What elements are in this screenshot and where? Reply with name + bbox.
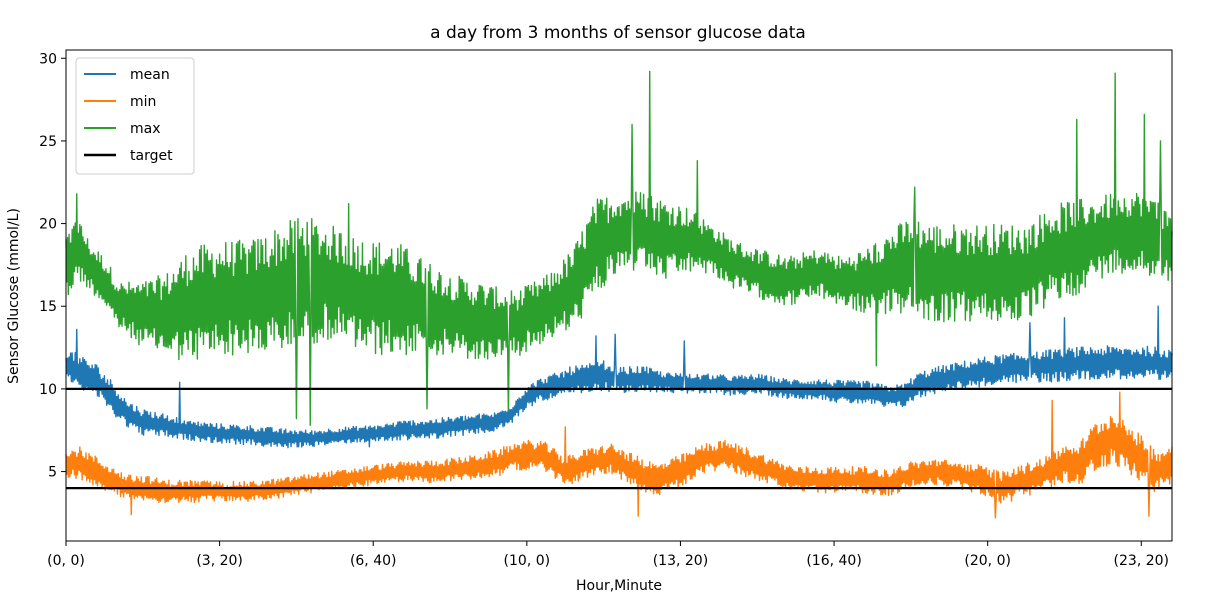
y-tick-label: 15 xyxy=(39,299,57,315)
x-tick-label: (0, 0) xyxy=(47,553,85,569)
chart-title: a day from 3 months of sensor glucose da… xyxy=(430,23,806,43)
legend-label-max: max xyxy=(130,121,161,137)
y-tick-label: 5 xyxy=(48,465,57,481)
plot-area xyxy=(65,70,1173,519)
legend-label-target: target xyxy=(130,148,173,164)
x-tick-label: (20, 0) xyxy=(964,553,1011,569)
y-axis-label: Sensor Glucose (mmol/L) xyxy=(6,208,22,384)
x-tick-label: (6, 40) xyxy=(350,553,397,569)
x-tick-label: (13, 20) xyxy=(653,553,708,569)
plot-frame xyxy=(65,49,1173,542)
legend-box xyxy=(75,57,195,175)
y-tick-label: 20 xyxy=(39,217,57,233)
y-axis: 5 10 15 20 25 30 xyxy=(39,51,66,481)
y-tick-label: 30 xyxy=(39,51,57,67)
x-tick-label: (23, 20) xyxy=(1114,553,1169,569)
x-tick-label: (16, 40) xyxy=(806,553,861,569)
x-tick-label: (3, 20) xyxy=(196,553,243,569)
x-axis-label: Hour,Minute xyxy=(576,578,662,594)
series-line-min xyxy=(65,391,1173,519)
legend-label-min: min xyxy=(130,94,156,110)
x-tick-label: (10, 0) xyxy=(504,553,551,569)
y-tick-label: 25 xyxy=(39,134,57,150)
series-line-mean xyxy=(65,305,1173,449)
series-line-max xyxy=(65,70,1173,426)
legend: mean min max target xyxy=(75,57,195,175)
y-tick-label: 10 xyxy=(39,382,57,398)
legend-label-mean: mean xyxy=(130,67,170,83)
x-axis: (0, 0) (3, 20) (6, 40) (10, 0) (13, 20) (16, … xyxy=(47,541,1169,569)
